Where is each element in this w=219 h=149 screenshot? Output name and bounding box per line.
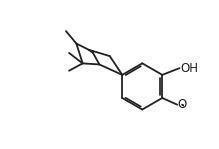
Text: O: O	[178, 98, 187, 111]
Text: OH: OH	[180, 62, 198, 75]
